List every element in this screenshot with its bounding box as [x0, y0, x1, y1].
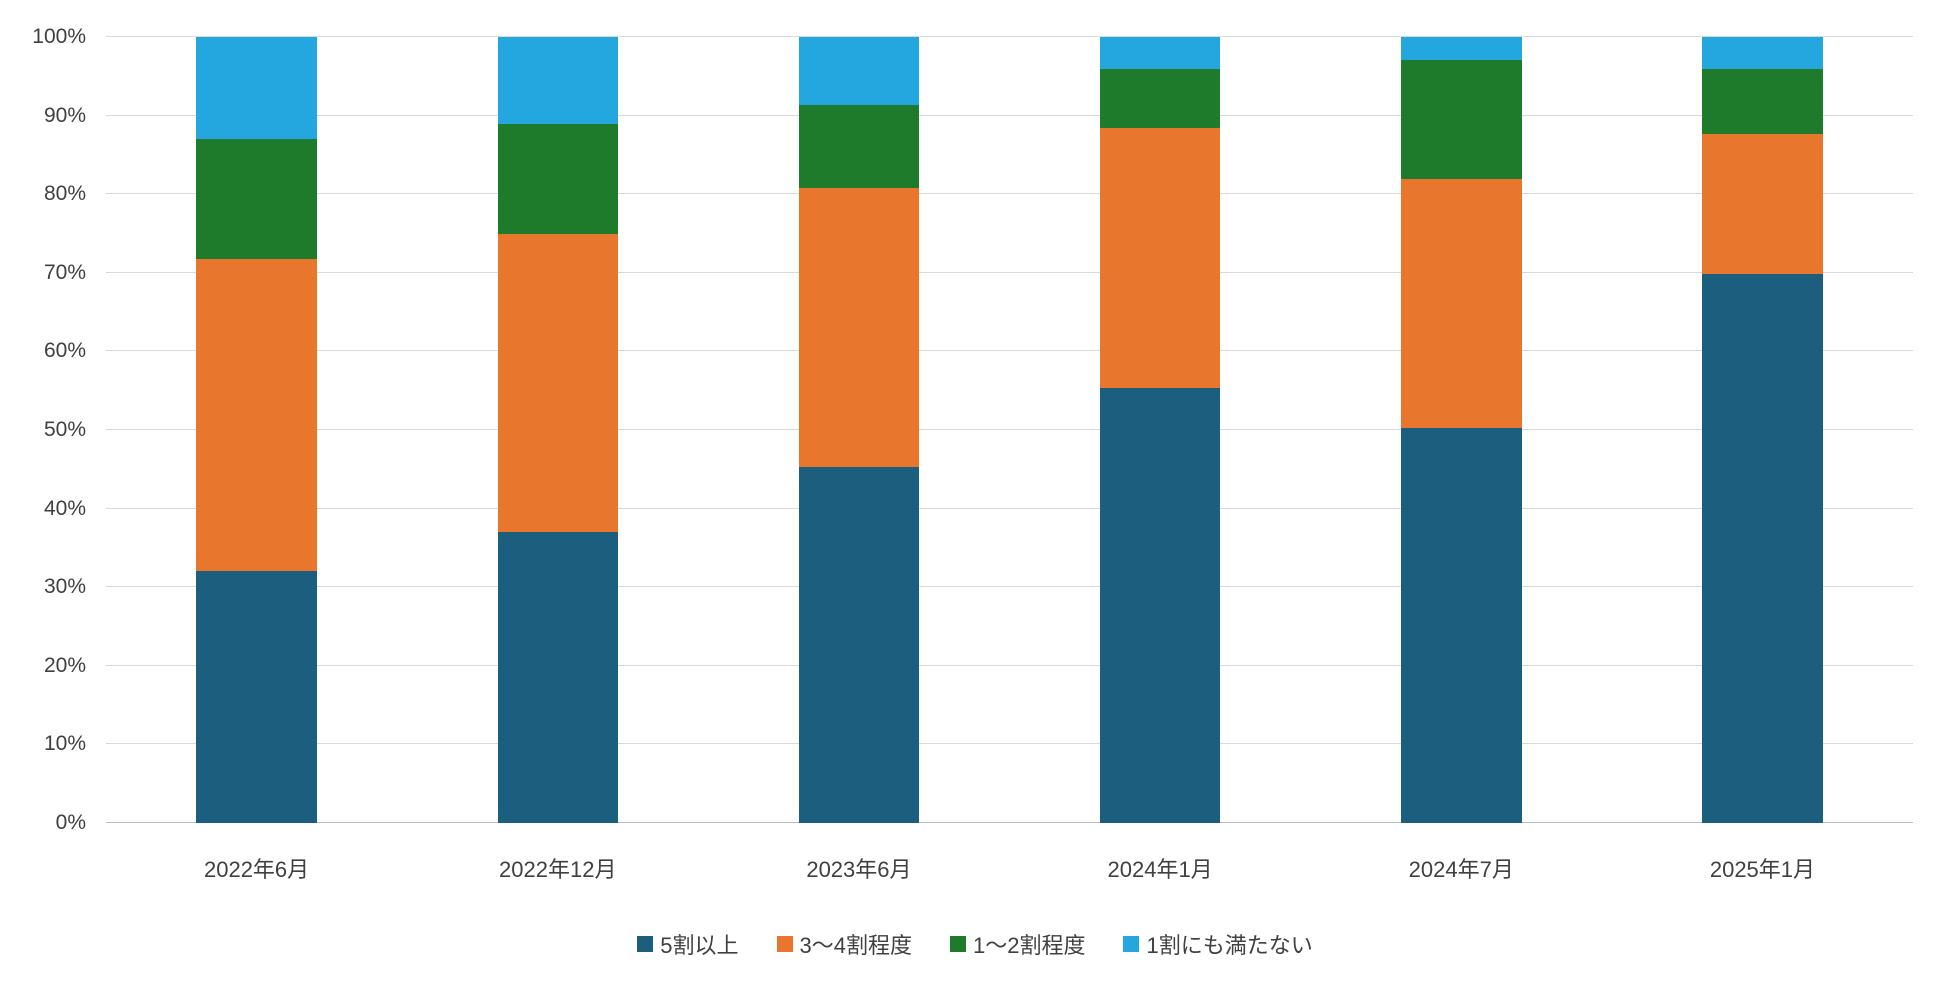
- x-axis-label: 2024年7月: [1408, 857, 1514, 882]
- bar-segment: [497, 37, 618, 125]
- stacked-bar: [196, 37, 317, 823]
- stacked-bar: [1099, 37, 1221, 823]
- y-tick-label: 90%: [43, 103, 86, 127]
- y-tick-label: 70%: [43, 260, 86, 284]
- bar-segment: [798, 187, 920, 467]
- x-axis-label: 2023年6月: [806, 857, 912, 882]
- legend-swatch-icon: [776, 936, 793, 952]
- y-tick-label: 60%: [43, 339, 86, 363]
- gridline: [106, 429, 1913, 430]
- legend-item: 5割以上: [637, 928, 739, 960]
- bar-slot: [708, 37, 1009, 823]
- bar-segment: [798, 37, 920, 106]
- legend-item: 1〜2割程度: [950, 928, 1085, 960]
- bar-segment: [1401, 37, 1522, 60]
- y-tick-label: 40%: [43, 496, 86, 520]
- bar-segment: [1401, 428, 1522, 823]
- stacked-bar: [798, 37, 920, 823]
- gridline: [106, 350, 1913, 352]
- bar-slot: [1311, 37, 1612, 823]
- y-tick-label: 10%: [43, 732, 86, 756]
- gridline: [106, 271, 1913, 273]
- x-axis-label: 2024年1月: [1107, 857, 1213, 882]
- x-axis-label: 2022年6月: [203, 857, 310, 882]
- bar-segment: [798, 466, 920, 823]
- legend-swatch-icon: [950, 936, 966, 952]
- plot-area: [106, 36, 1913, 823]
- y-axis: 0% 10% 20% 30% 40% 50% 60% 70% 80% 90% 100%: [0, 25, 96, 834]
- legend-swatch-icon: [1123, 936, 1140, 952]
- bar-segment: [196, 139, 317, 259]
- y-tick-label: 0%: [55, 811, 86, 834]
- bars-container: [106, 37, 1913, 823]
- legend-label: 1〜2割程度: [973, 933, 1086, 958]
- bar-segment: [1099, 37, 1221, 70]
- y-tick-label: 50%: [43, 418, 86, 441]
- stacked-bar: [1702, 37, 1823, 823]
- stacked-bar: [1401, 37, 1522, 823]
- gridline: [106, 743, 1913, 745]
- legend-item: 3〜4割程度: [776, 928, 912, 960]
- bar-slot: [106, 37, 407, 823]
- legend: 5割以上 3〜4割程度 1〜2割程度 1割にも満たない: [0, 928, 1950, 960]
- bar-segment: [1702, 37, 1823, 70]
- legend-swatch-icon: [637, 936, 654, 952]
- bar-slot: [1612, 37, 1913, 823]
- y-tick-label: 20%: [43, 653, 86, 677]
- bar-segment: [1702, 274, 1823, 823]
- bar-slot: [1010, 37, 1311, 823]
- y-tick-label: 100%: [32, 25, 86, 48]
- legend-label: 5割以上: [660, 933, 739, 958]
- bar-segment: [1099, 387, 1221, 823]
- x-axis-label: 2025年1月: [1709, 857, 1816, 882]
- bar-segment: [196, 37, 317, 140]
- gridline: [106, 664, 1913, 666]
- legend-label: 3〜4割程度: [799, 933, 912, 958]
- bar-segment: [497, 124, 618, 235]
- bar-segment: [1401, 178, 1522, 429]
- bar-segment: [798, 105, 920, 188]
- y-tick-label: 30%: [43, 575, 86, 599]
- y-tick-label: 80%: [43, 182, 86, 206]
- bar-segment: [497, 532, 618, 823]
- gridline: [106, 586, 1913, 588]
- legend-label: 1割にも満たない: [1146, 933, 1313, 958]
- x-axis-line: [106, 822, 1913, 823]
- bar-slot: [407, 37, 708, 823]
- bar-segment: [1099, 128, 1221, 388]
- bar-segment: [497, 234, 618, 533]
- gridline: [106, 36, 1913, 37]
- gridlines: [106, 36, 1913, 823]
- legend-item: 1割にも満たない: [1123, 928, 1313, 960]
- bar-segment: [1401, 59, 1522, 179]
- bar-segment: [196, 258, 317, 572]
- x-axis-label: 2022年12月: [499, 857, 617, 882]
- stacked-bar: [497, 37, 618, 823]
- bar-segment: [196, 571, 317, 823]
- gridline: [106, 193, 1913, 195]
- bar-segment: [1702, 133, 1823, 275]
- x-axis-labels: 2022年6月 2022年12月 2023年6月 2024年1月 2024年7月 2025…: [106, 852, 1913, 884]
- gridline: [106, 114, 1913, 116]
- bar-segment: [1099, 69, 1221, 129]
- bar-segment: [1702, 69, 1823, 134]
- gridline: [106, 507, 1913, 509]
